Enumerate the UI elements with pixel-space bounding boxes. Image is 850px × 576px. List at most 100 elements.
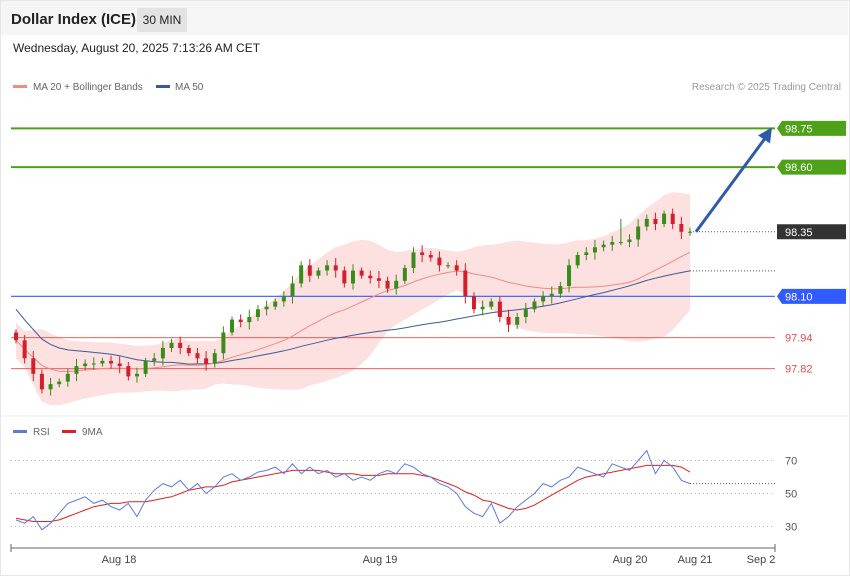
candle-body bbox=[299, 265, 304, 284]
candle-body bbox=[506, 317, 511, 325]
candle-body bbox=[592, 247, 597, 253]
candle-body bbox=[117, 363, 122, 367]
candle-body bbox=[74, 366, 79, 374]
candle-body bbox=[463, 270, 468, 297]
candle-body bbox=[316, 270, 321, 276]
legend-label-ma50: MA 50 bbox=[175, 82, 204, 93]
x-tick-label: Aug 19 bbox=[363, 554, 398, 566]
legend-swatch-9ma bbox=[62, 430, 76, 433]
candle-body bbox=[653, 218, 658, 224]
candle-body bbox=[204, 358, 209, 364]
candle-body bbox=[437, 257, 442, 266]
x-tick-label: Sep 2 bbox=[747, 554, 776, 566]
candle-body bbox=[627, 239, 632, 243]
candle-body bbox=[342, 270, 347, 284]
chart-title: Dollar Index (ICE) bbox=[11, 11, 137, 28]
candle-body bbox=[402, 267, 407, 281]
candle-body bbox=[420, 252, 425, 255]
candle-body bbox=[281, 296, 286, 302]
candle-body bbox=[48, 384, 53, 390]
timeframe-badge[interactable]: 30 MIN bbox=[137, 8, 187, 32]
level-label-resistance: 98.75 bbox=[785, 123, 813, 135]
candle-body bbox=[14, 332, 18, 341]
candle-body bbox=[264, 306, 269, 310]
candle-body bbox=[83, 363, 88, 367]
candle-body bbox=[497, 301, 502, 317]
candle-body bbox=[541, 296, 546, 302]
candle-body bbox=[186, 348, 191, 354]
candle-body bbox=[471, 296, 476, 310]
candle-body bbox=[411, 252, 416, 268]
candle-body bbox=[618, 242, 623, 244]
header-bar: Dollar Index (ICE) 30 MIN bbox=[1, 1, 848, 35]
datetime-label: Wednesday, August 20, 2025 7:13:26 AM CE… bbox=[13, 41, 261, 55]
level-label-pivot: 98.10 bbox=[785, 291, 813, 303]
candle-body bbox=[489, 301, 494, 307]
legend-label-rsi: RSI bbox=[33, 427, 50, 438]
candle-body bbox=[359, 270, 364, 276]
x-tick-label: Aug 21 bbox=[678, 554, 713, 566]
level-label-support: 97.82 bbox=[785, 364, 813, 376]
legend-swatch-rsi bbox=[13, 430, 27, 433]
candle-body bbox=[394, 280, 399, 289]
rsi-line bbox=[15, 449, 691, 531]
candle-body bbox=[230, 319, 235, 333]
candle-body bbox=[584, 252, 589, 255]
candle-body bbox=[376, 278, 381, 281]
level-tag-resistance bbox=[777, 159, 846, 175]
candle-body bbox=[126, 366, 131, 377]
candle-body bbox=[515, 317, 520, 325]
candle-body bbox=[446, 265, 451, 267]
candle-body bbox=[532, 301, 537, 310]
level-tag-pivot bbox=[777, 288, 846, 304]
ma50-line bbox=[15, 270, 691, 365]
rsi-tick-label: 30 bbox=[785, 522, 797, 534]
candle-body bbox=[575, 255, 580, 266]
candle-body bbox=[454, 265, 459, 271]
legend-label-ma20: MA 20 + Bollinger Bands bbox=[33, 82, 143, 93]
candle-body bbox=[212, 353, 217, 364]
candle-body bbox=[65, 373, 70, 382]
candle-body bbox=[610, 242, 615, 245]
candle-body bbox=[100, 360, 105, 364]
candle-body bbox=[273, 301, 278, 307]
candle-body bbox=[670, 213, 675, 224]
candle-body bbox=[679, 224, 684, 232]
candle-body bbox=[31, 358, 36, 374]
candle-body bbox=[109, 360, 114, 364]
candle-body bbox=[567, 265, 572, 286]
x-tick-label: Aug 18 bbox=[102, 554, 137, 566]
level-label-resistance: 98.60 bbox=[785, 162, 813, 174]
forecast-arrow-head bbox=[758, 127, 772, 144]
candle-body bbox=[644, 218, 649, 227]
candle-body bbox=[325, 265, 330, 271]
level-label-last-price: 98.35 bbox=[785, 227, 813, 239]
candle-body bbox=[39, 373, 44, 390]
candle-body bbox=[385, 280, 390, 289]
candle-body bbox=[221, 332, 226, 354]
candle-body bbox=[333, 265, 338, 271]
candle-body bbox=[558, 286, 563, 294]
candle-body bbox=[636, 226, 641, 240]
rsi-9ma-line bbox=[15, 464, 691, 522]
bollinger-band bbox=[16, 192, 690, 406]
candle-body bbox=[238, 319, 243, 323]
candle-body bbox=[152, 358, 157, 361]
level-tag-resistance bbox=[777, 120, 846, 136]
candle-body bbox=[160, 348, 165, 359]
candle-body bbox=[688, 231, 692, 233]
candle-body bbox=[290, 283, 295, 297]
rsi-tick-label: 50 bbox=[785, 489, 797, 501]
rsi-tick-label: 70 bbox=[785, 456, 797, 468]
candle-body bbox=[601, 244, 606, 248]
candle-body bbox=[523, 309, 528, 317]
candle-body bbox=[480, 306, 485, 310]
candle-body bbox=[91, 363, 96, 365]
candle-body bbox=[143, 360, 148, 374]
legend-label-9ma: 9MA bbox=[82, 427, 103, 438]
candle-body bbox=[255, 309, 260, 317]
x-tick-label: Aug 20 bbox=[613, 554, 648, 566]
level-label-support: 97.94 bbox=[785, 333, 813, 345]
legend-swatch-ma50 bbox=[156, 85, 170, 88]
